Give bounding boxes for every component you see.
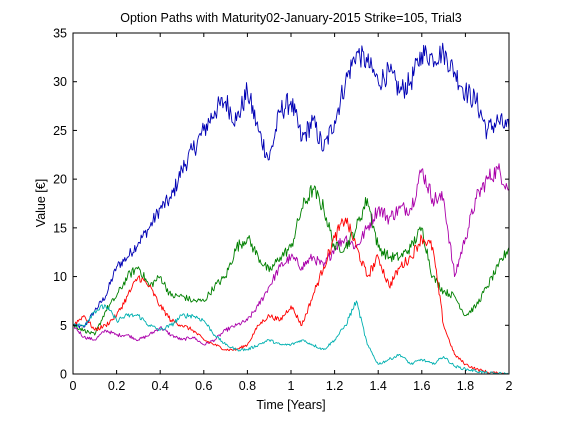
y-tick-label: 10 [53, 270, 67, 284]
y-axis-ticks: 0 5 10 15 20 25 30 35 [53, 27, 509, 382]
y-tick-label: 30 [53, 75, 67, 89]
y-tick-label: 5 [60, 319, 67, 333]
series-line-5 [72, 300, 509, 375]
x-tick-label: 2 [506, 379, 513, 393]
x-tick-label: 1 [288, 379, 295, 393]
x-tick-label: 1.2 [326, 379, 343, 393]
y-tick-label: 25 [53, 124, 67, 138]
x-tick-label: 0 [70, 379, 77, 393]
y-tick-label: 0 [60, 368, 67, 382]
series-line-2 [72, 163, 510, 346]
x-tick-label: 1.4 [370, 379, 387, 393]
x-tick-label: 1.8 [457, 379, 474, 393]
x-tick-label: 1.6 [413, 379, 430, 393]
x-tick-label: 0.6 [195, 379, 212, 393]
chart-title: Option Paths with Maturity02-January-201… [120, 11, 462, 25]
x-tick-label: 0.2 [108, 379, 125, 393]
x-axis-ticks: 0 0.2 0.4 0.6 0.8 1 1.2 1.4 1.6 1.8 2 [70, 33, 513, 393]
series-line-1 [72, 42, 510, 329]
x-axis-label: Time [Years] [256, 398, 325, 412]
x-tick-label: 0.8 [239, 379, 256, 393]
series-layer [72, 42, 510, 375]
y-axis-label: Value [€] [34, 179, 48, 227]
y-tick-label: 15 [53, 221, 67, 235]
x-tick-label: 0.4 [152, 379, 169, 393]
y-tick-label: 20 [53, 173, 67, 187]
y-tick-label: 35 [53, 27, 67, 41]
series-line-4 [72, 217, 509, 375]
series-line-3 [72, 184, 510, 336]
